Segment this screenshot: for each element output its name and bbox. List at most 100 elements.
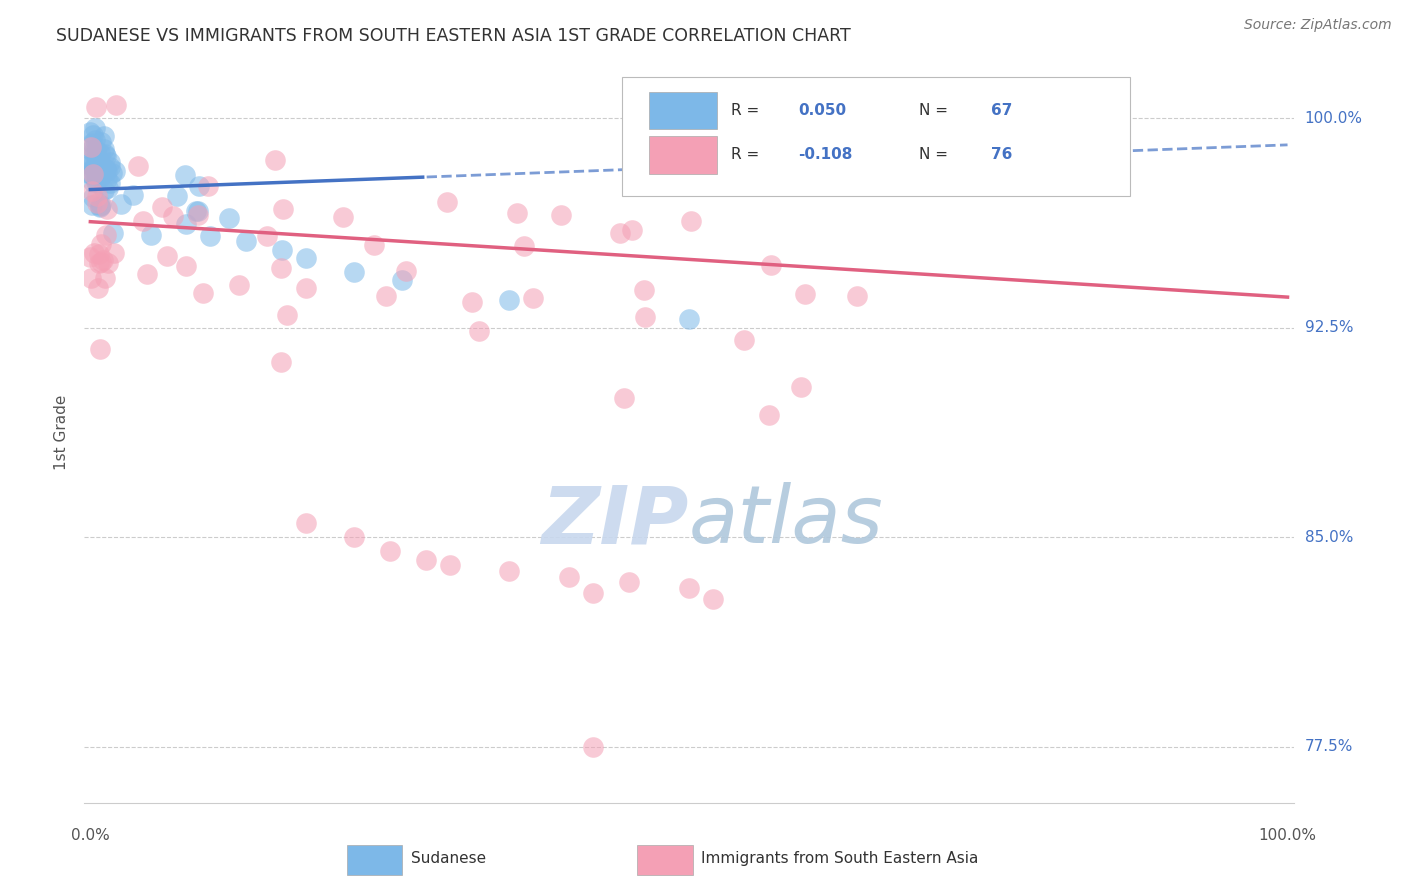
Point: [295, 281, 318, 295]
Point: [127, 159, 149, 173]
Point: [82, 175, 104, 189]
Text: 76: 76: [991, 147, 1012, 162]
Point: [83, 143, 105, 157]
Point: [89, 157, 111, 171]
Point: [79, 125, 101, 139]
Point: [733, 333, 755, 347]
Point: [83, 133, 105, 147]
Point: [82, 189, 104, 203]
Point: [174, 260, 197, 274]
Point: [498, 564, 520, 578]
Point: [89, 153, 111, 168]
Point: [613, 391, 636, 405]
Point: [439, 558, 461, 573]
Point: [80, 161, 103, 176]
Point: [174, 218, 197, 232]
Point: [436, 195, 458, 210]
Point: [363, 237, 385, 252]
Point: [87, 166, 110, 180]
Point: [89, 342, 111, 356]
Point: [228, 278, 250, 293]
Point: [191, 286, 214, 301]
Point: [794, 287, 817, 301]
Text: 100.0%: 100.0%: [1258, 828, 1316, 843]
Point: [759, 258, 782, 272]
Point: [96, 202, 118, 216]
Point: [187, 204, 209, 219]
Point: [156, 249, 179, 263]
Point: [91, 253, 114, 268]
FancyBboxPatch shape: [637, 845, 693, 875]
Point: [633, 310, 655, 325]
Point: [512, 239, 534, 253]
Point: [96, 149, 118, 163]
Point: [83, 147, 105, 161]
Point: [82, 128, 104, 142]
Point: [80, 198, 103, 212]
Point: [633, 284, 655, 298]
Text: N =: N =: [918, 147, 952, 162]
Point: [96, 172, 118, 186]
Point: [391, 273, 413, 287]
Point: [84, 121, 107, 136]
Point: [415, 553, 437, 567]
Point: [141, 227, 163, 242]
FancyBboxPatch shape: [623, 78, 1130, 195]
Point: [343, 265, 366, 279]
Point: [83, 246, 105, 260]
FancyBboxPatch shape: [650, 136, 717, 174]
Point: [104, 164, 127, 178]
Point: [86, 188, 108, 202]
Point: [174, 169, 197, 183]
Point: [218, 211, 240, 226]
Point: [101, 227, 124, 241]
Point: [374, 289, 396, 303]
Point: [790, 379, 813, 393]
Point: [235, 234, 257, 248]
FancyBboxPatch shape: [650, 92, 717, 129]
Point: [101, 165, 124, 179]
Point: [558, 569, 581, 583]
Point: [94, 147, 117, 161]
Text: 77.5%: 77.5%: [1305, 739, 1353, 755]
Point: [93, 183, 115, 197]
Point: [270, 261, 292, 276]
Point: [90, 255, 112, 269]
Point: [187, 208, 209, 222]
Point: [89, 200, 111, 214]
Point: [98, 177, 121, 191]
Point: [89, 256, 111, 270]
Point: [620, 222, 643, 236]
Point: [498, 293, 520, 307]
Point: [89, 171, 111, 186]
Text: Source: ZipAtlas.com: Source: ZipAtlas.com: [1244, 18, 1392, 32]
Point: [681, 214, 703, 228]
Point: [550, 208, 572, 222]
Point: [89, 199, 111, 213]
Point: [93, 142, 115, 156]
Point: [506, 205, 529, 219]
Point: [678, 312, 700, 326]
Point: [845, 289, 868, 303]
Point: [90, 197, 112, 211]
Point: [271, 202, 294, 216]
Text: 67: 67: [991, 103, 1012, 118]
Point: [94, 270, 117, 285]
Point: [198, 228, 221, 243]
Point: [110, 197, 132, 211]
Point: [98, 160, 121, 174]
Point: [80, 184, 103, 198]
Point: [256, 229, 278, 244]
Text: Immigrants from South Eastern Asia: Immigrants from South Eastern Asia: [702, 851, 979, 866]
Text: Sudanese: Sudanese: [411, 851, 486, 866]
Point: [609, 226, 631, 240]
Point: [136, 267, 159, 281]
Point: [617, 575, 640, 590]
Point: [96, 161, 118, 176]
Point: [678, 581, 700, 595]
Text: SUDANESE VS IMMIGRANTS FROM SOUTH EASTERN ASIA 1ST GRADE CORRELATION CHART: SUDANESE VS IMMIGRANTS FROM SOUTH EASTER…: [56, 27, 851, 45]
Point: [80, 140, 103, 154]
Point: [395, 264, 418, 278]
Point: [270, 354, 292, 368]
Point: [98, 155, 121, 169]
